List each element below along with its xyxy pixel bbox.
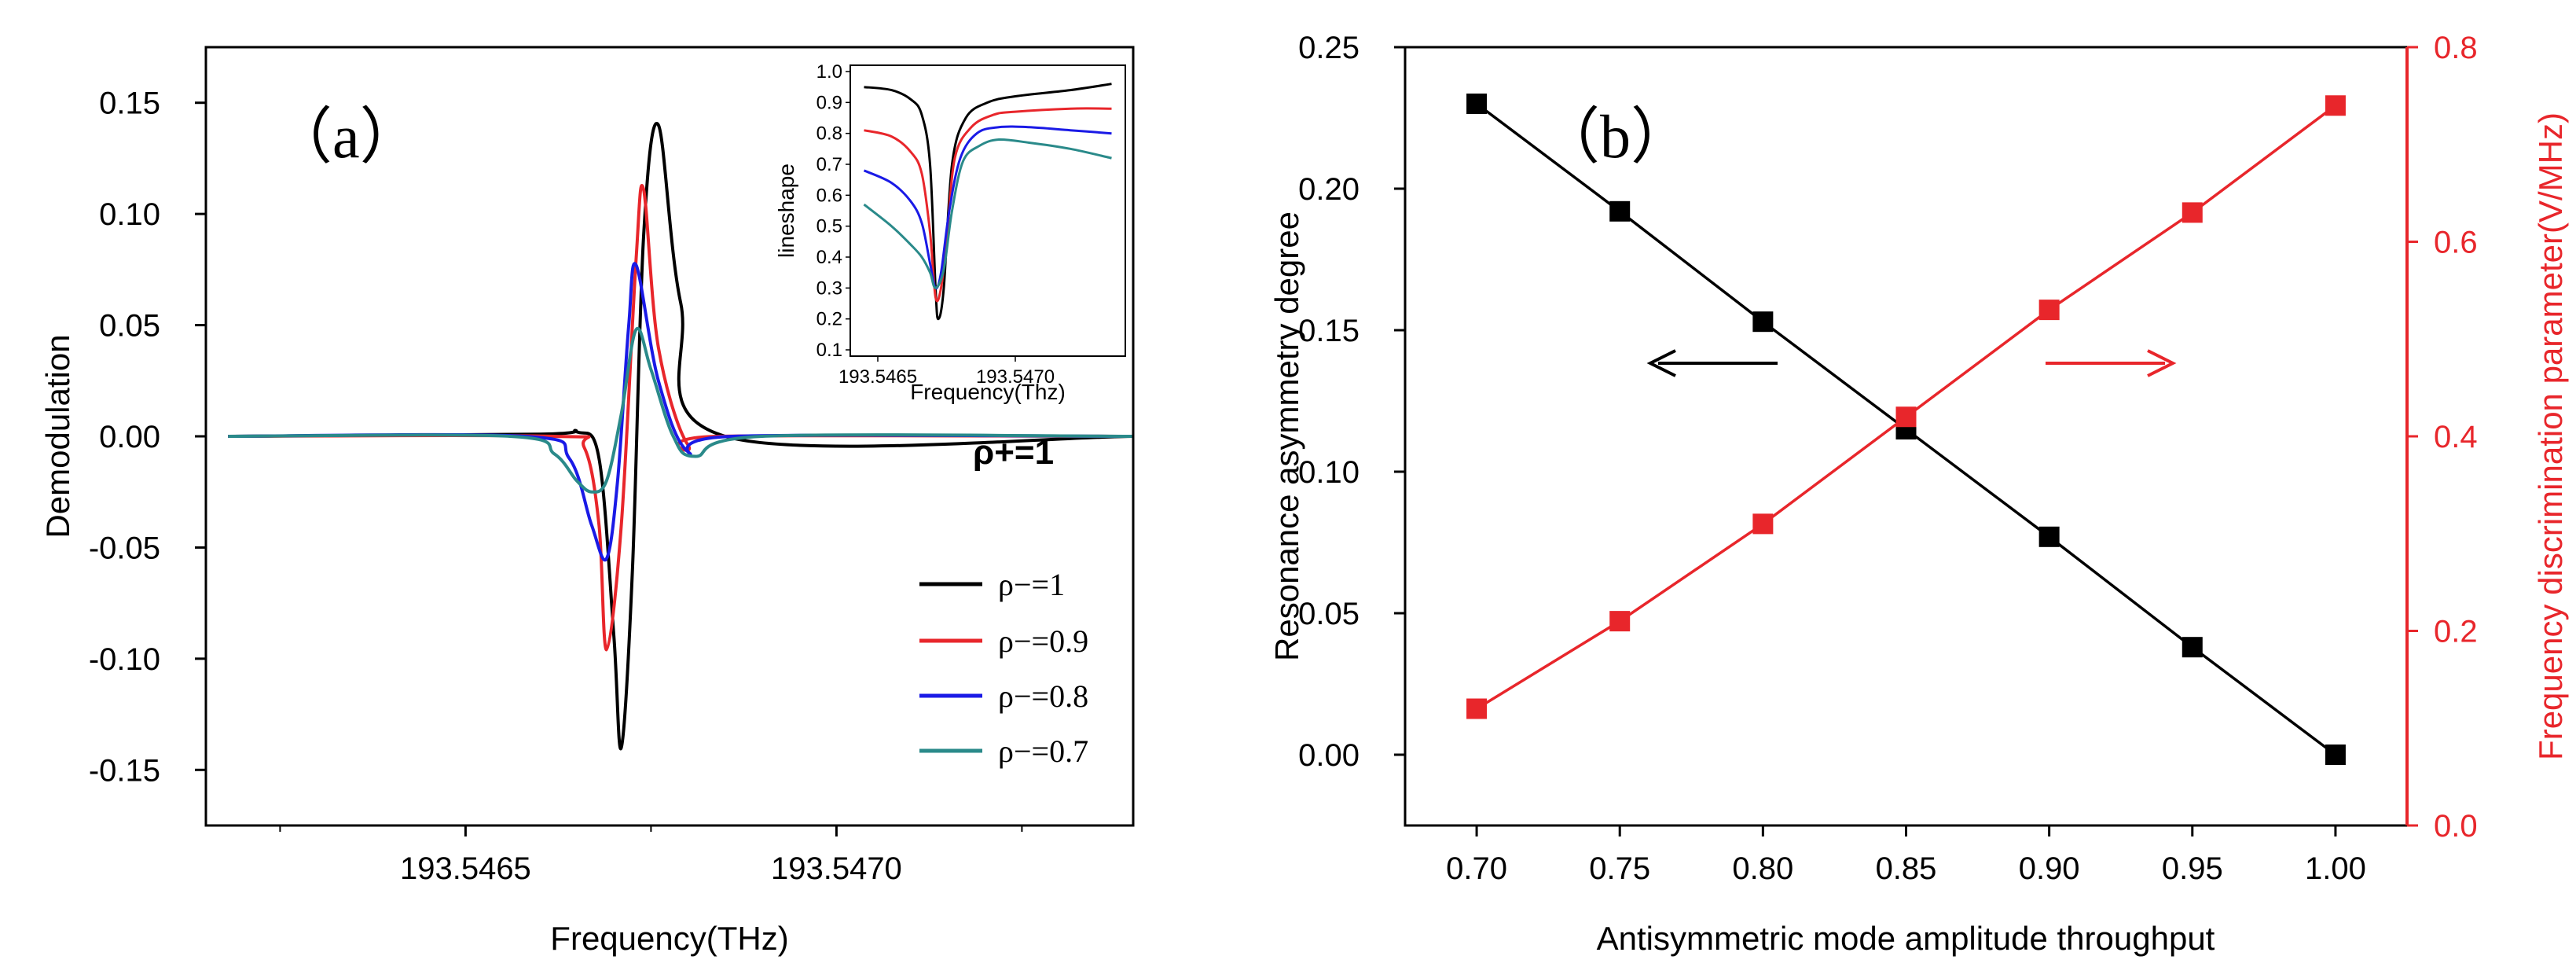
panel-b-point-resonance-asymmetry-degree — [1752, 311, 1774, 333]
inset-series-group — [863, 83, 1112, 321]
panel-b-point-frequency-discrimination-parameter — [1466, 698, 1488, 719]
inset-frame — [849, 64, 1126, 357]
panel-b-point-frequency-discrimination-parameter — [1752, 513, 1774, 535]
panel-b-point-frequency-discrimination-parameter — [2038, 300, 2060, 321]
panel-b-point-resonance-asymmetry-degree — [1466, 94, 1488, 114]
panel-b-point-frequency-discrimination-parameter — [1895, 406, 1917, 428]
panel-b-right-y-tick-label: 0.6 — [2434, 226, 2478, 260]
panel-b-point-frequency-discrimination-parameter — [2325, 95, 2346, 116]
panel-b-left-y-axis-title: Resonance asymmetry degree — [1268, 211, 1305, 661]
panel-a-y-tick-label: 0.00 — [99, 420, 160, 454]
panel-b-right-y-axis-title: Frequency discrimination parameter(V/MHz… — [2532, 112, 2569, 760]
panel-b-point-resonance-asymmetry-degree — [2325, 745, 2346, 765]
panel-a: -0.15 -0.10 -0.05 0.00 0.05 0.10 0.15 193.5465 1… — [39, 46, 1135, 957]
panel-b-x-tick-label: 0.70 — [1446, 851, 1507, 886]
panel-b-x-tick-label: 0.95 — [2162, 851, 2223, 886]
inset-y-tick-label: 0.2 — [816, 309, 842, 330]
inset-y-tick-label: 0.7 — [816, 154, 842, 175]
panel-a-series-line-3 — [228, 326, 1134, 494]
panel-a-y-tick-label: 0.05 — [99, 309, 160, 344]
legend-label-rho-0-7: ρ−=0.7 — [998, 734, 1088, 769]
panel-a-ticks-group: -0.15 -0.10 -0.05 0.00 0.05 0.10 0.15 193.5465 1… — [89, 86, 1023, 886]
panel-b-point-frequency-discrimination-parameter — [1609, 611, 1631, 632]
panel-a-inset: 0.1 0.2 0.3 0.4 0.5 0.6 0.7 0.8 0.9 1.0 193.5465 19… — [774, 61, 1126, 404]
panel-b-right-y-tick-label: 0.8 — [2434, 31, 2478, 65]
panel-a-legend: ρ+=1 ρ−=1 ρ−=0.9 ρ−=0.8 ρ−=0.7 — [919, 433, 1088, 769]
inset-y-tick-label: 0.8 — [816, 123, 842, 145]
inset-y-tick-label: 0.1 — [816, 340, 842, 361]
inset-series-line-3 — [863, 138, 1112, 289]
inset-background — [850, 65, 1125, 356]
inset-y-tick-label: 0.6 — [816, 185, 842, 206]
inset-series-line-2 — [863, 125, 1112, 290]
panel-b-left-y-tick-label: 0.20 — [1298, 172, 1360, 207]
inset-x-tick-label: 193.5470 — [976, 366, 1055, 388]
inset-x-axis-title: Frequency(Thz) — [910, 380, 1066, 404]
panel-b-point-resonance-asymmetry-degree — [2038, 526, 2060, 547]
panel-a-legend-title: ρ+=1 — [973, 433, 1054, 472]
panel-b-x-tick-label: 1.00 — [2305, 851, 2366, 886]
inset-y-tick-label: 1.0 — [816, 61, 842, 83]
panel-a-y-tick-label: -0.10 — [89, 642, 160, 677]
panel-a-series-line-2 — [228, 262, 1134, 562]
right-axis-arrow — [2046, 349, 2177, 377]
panel-b-point-frequency-discrimination-parameter — [2182, 202, 2203, 223]
inset-y-tick-label: 0.3 — [816, 278, 842, 299]
panel-b-x-tick-label: 0.85 — [1876, 851, 1937, 886]
legend-label-rho-0-9: ρ−=0.9 — [998, 623, 1088, 659]
panel-a-x-axis-title: Frequency(THz) — [550, 920, 788, 957]
panel-b-right-y-tick-label: 0.4 — [2434, 420, 2478, 454]
panel-b-right-y-tick-label: 0.0 — [2434, 809, 2478, 844]
panel-a-y-axis-title: Demodulation — [39, 334, 76, 538]
panel-b-series-group — [1466, 94, 2346, 765]
panel-b-x-tick-label: 0.80 — [1732, 851, 1793, 886]
inset-ticks-group: 0.1 0.2 0.3 0.4 0.5 0.6 0.7 0.8 0.9 1.0 193.5465 19… — [816, 61, 1055, 388]
panel-a-x-tick-label: 193.5470 — [771, 851, 902, 886]
panel-b-right-y-tick-label: 0.2 — [2434, 615, 2478, 649]
panel-b-left-y-tick-label: 0.10 — [1298, 455, 1360, 490]
panel-b-tag: （b） — [1539, 102, 1692, 171]
panel-a-series-group — [228, 122, 1134, 751]
left-axis-arrow — [1646, 349, 1778, 377]
inset-series-line-0 — [864, 83, 1112, 321]
inset-y-tick-label: 0.4 — [816, 247, 842, 268]
panel-a-x-tick-label: 193.5465 — [400, 851, 531, 886]
panel-b-point-resonance-asymmetry-degree — [1609, 200, 1631, 222]
panel-b-left-y-tick-label: 0.15 — [1298, 314, 1360, 348]
panel-a-tag: （a） — [271, 102, 421, 171]
panel-a-y-tick-label: 0.10 — [99, 197, 160, 232]
panel-b-ticks-group: 0.000.050.100.150.200.250.00.20.40.60.80… — [1298, 31, 2477, 886]
panel-b-left-y-tick-label: 0.00 — [1298, 738, 1360, 773]
panel-b-x-tick-label: 0.90 — [2019, 851, 2080, 886]
inset-x-tick-label: 193.5465 — [838, 366, 917, 388]
panel-b-left-y-tick-label: 0.05 — [1298, 597, 1360, 631]
panel-b-left-y-tick-label: 0.25 — [1298, 31, 1360, 65]
panel-b-point-resonance-asymmetry-degree — [2182, 637, 2203, 658]
panel-b-x-axis-title: Antisymmetric mode amplitude throughput — [1597, 920, 2215, 957]
panel-a-y-tick-label: -0.15 — [89, 753, 160, 788]
legend-label-rho-1: ρ−=1 — [998, 567, 1065, 602]
inset-y-tick-label: 0.9 — [816, 92, 842, 113]
inset-y-tick-label: 0.5 — [816, 216, 842, 237]
panel-a-y-tick-label: 0.15 — [99, 86, 160, 121]
panel-a-y-tick-label: -0.05 — [89, 531, 160, 565]
panel-b: 0.000.050.100.150.200.250.00.20.40.60.80… — [1268, 31, 2569, 957]
legend-label-rho-0-8: ρ−=0.8 — [998, 678, 1088, 714]
panel-b-x-tick-label: 0.75 — [1589, 851, 1650, 886]
inset-y-axis-title: lineshape — [774, 164, 798, 258]
panel-a-series-line-0 — [228, 122, 1134, 751]
